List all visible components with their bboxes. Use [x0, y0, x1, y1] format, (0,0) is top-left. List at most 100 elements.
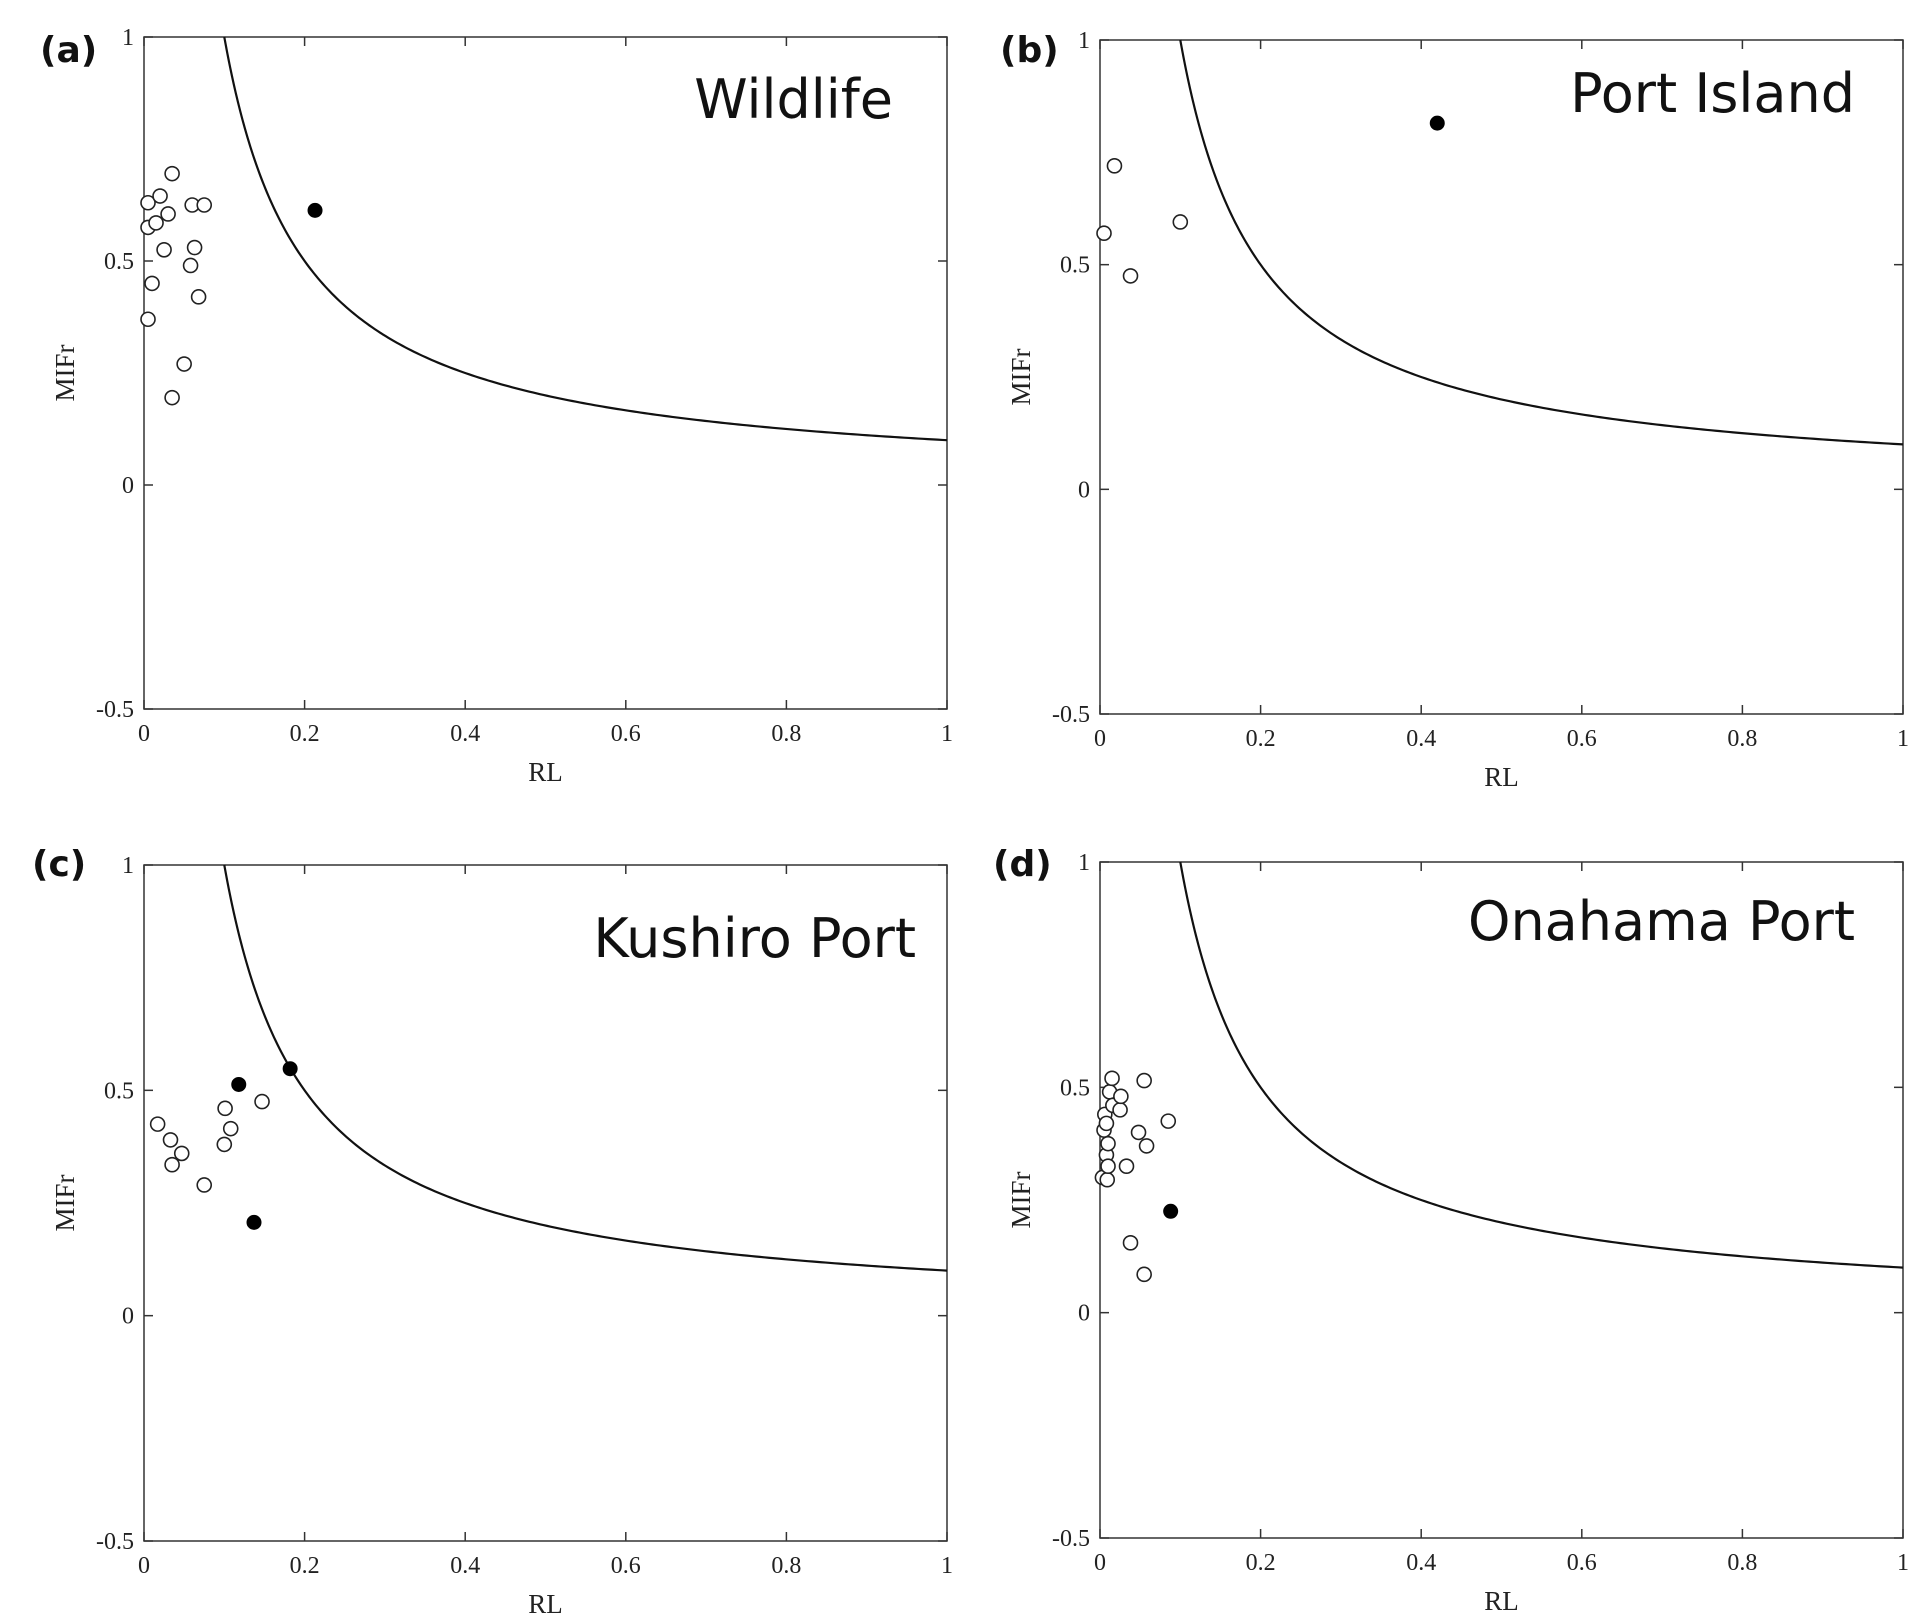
y-tick-label: 0 — [1078, 1301, 1090, 1327]
data-point-open — [1098, 1115, 1115, 1132]
data-point-open — [1112, 1102, 1128, 1118]
data-point-open — [164, 1156, 180, 1173]
plot-frame — [1099, 861, 1904, 1539]
x-tick-label: 0.6 — [1567, 1550, 1597, 1576]
plot-frame — [143, 864, 948, 1542]
data-point-filled — [282, 1061, 298, 1077]
plot-frame — [1099, 39, 1904, 715]
data-point-open — [1106, 158, 1123, 174]
x-tick-label: 0.2 — [290, 721, 320, 747]
data-point-filled — [231, 1076, 247, 1092]
x-tick-label: 0 — [1094, 1550, 1106, 1576]
threshold-curve — [1179, 861, 1904, 1269]
data-point-open — [217, 1100, 233, 1117]
y-axis-label: MIFr — [50, 1174, 80, 1231]
x-tick-label: 0 — [1094, 726, 1106, 752]
x-tick-label: 0.6 — [611, 1553, 641, 1579]
data-point-open — [149, 1116, 166, 1132]
data-point-open — [156, 242, 172, 258]
x-tick-label: 0.8 — [1727, 726, 1757, 752]
data-point-filled — [1163, 1203, 1179, 1219]
data-point-filled — [1429, 115, 1445, 131]
data-point-open — [1113, 1088, 1129, 1105]
data-point-open — [1118, 1158, 1135, 1174]
data-point-open — [173, 1145, 190, 1162]
data-point-open — [164, 389, 180, 406]
data-point-open — [1104, 1070, 1120, 1087]
x-tick-label: 0.8 — [771, 721, 801, 747]
x-tick-label: 0.2 — [1246, 1550, 1276, 1576]
data-point-filled — [246, 1214, 262, 1230]
data-point-open — [1100, 1135, 1116, 1152]
panel-letter: (a) — [40, 30, 97, 71]
y-tick-label: 0.5 — [104, 1078, 134, 1104]
y-tick-label: 0 — [122, 473, 134, 499]
data-point-open — [1136, 1266, 1152, 1283]
y-tick-label: -0.5 — [1052, 702, 1090, 728]
x-tick-label: 0.4 — [450, 1553, 480, 1579]
x-tick-label: 0.6 — [1567, 726, 1597, 752]
data-point-open — [160, 206, 176, 222]
y-tick-label: -0.5 — [96, 1529, 134, 1555]
y-tick-label: 0 — [122, 1304, 134, 1330]
data-point-open — [152, 188, 168, 204]
data-point-open — [222, 1120, 239, 1137]
threshold-curve — [223, 36, 948, 442]
y-axis-label: MIFr — [1006, 1171, 1036, 1228]
data-point-open — [1172, 214, 1189, 230]
x-tick-label: 1 — [941, 1553, 953, 1579]
panel-title: Wildlife — [694, 68, 893, 131]
x-tick-label: 0.2 — [290, 1553, 320, 1579]
data-point-open — [1096, 225, 1112, 242]
x-tick-label: 1 — [941, 721, 953, 747]
x-axis-label: RL — [528, 757, 563, 787]
panel-d: 0 0.2 0.4 0.6 0.8 1-0.500.51RLMIFr(d)Onahama … — [993, 844, 1909, 1616]
x-tick-label: 0.4 — [450, 721, 480, 747]
data-point-open — [1136, 1072, 1152, 1089]
x-tick-label: 0.4 — [1406, 726, 1436, 752]
y-tick-label: 0 — [1078, 477, 1090, 503]
plot-frame — [143, 36, 948, 710]
data-point-filled — [307, 202, 323, 218]
data-point-open — [196, 1177, 213, 1193]
data-point-open — [1122, 1235, 1139, 1251]
x-tick-label: 0.8 — [771, 1553, 801, 1579]
x-tick-label: 0 — [138, 721, 150, 747]
y-tick-label: -0.5 — [1052, 1526, 1090, 1552]
x-tick-label: 0.6 — [611, 721, 641, 747]
data-point-open — [140, 194, 156, 211]
data-point-open — [190, 289, 207, 305]
data-point-open — [182, 257, 199, 274]
y-tick-label: -0.5 — [96, 697, 134, 723]
y-tick-label: 0.5 — [1060, 1075, 1090, 1101]
y-axis-label: MIFr — [50, 344, 80, 401]
data-point-open — [1130, 1124, 1147, 1141]
data-point-open — [1138, 1138, 1155, 1154]
data-point-open — [254, 1093, 270, 1110]
data-point-open — [216, 1136, 233, 1153]
y-tick-label: 1 — [122, 25, 134, 51]
panel-title: Kushiro Port — [593, 907, 916, 970]
data-point-open — [164, 165, 180, 182]
x-axis-label: RL — [528, 1589, 563, 1619]
panel-letter: (c) — [32, 844, 86, 885]
panel-c: 0 0.2 0.4 0.6 0.8 1-0.500.51RLMIFr(c)Kushiro … — [32, 844, 953, 1619]
panel-letter: (b) — [1000, 30, 1059, 71]
y-tick-label: 0.5 — [1060, 253, 1090, 279]
y-tick-label: 1 — [1078, 850, 1090, 876]
data-point-open — [1100, 1158, 1116, 1174]
x-tick-label: 0 — [138, 1553, 150, 1579]
threshold-curve — [223, 864, 948, 1272]
data-point-open — [162, 1132, 179, 1148]
panel-title: Port Island — [1570, 62, 1855, 125]
panel-letter: (d) — [993, 844, 1052, 885]
data-point-open — [176, 356, 192, 372]
x-axis-label: RL — [1484, 762, 1519, 792]
y-axis-label: MIFr — [1006, 348, 1036, 405]
data-point-open — [144, 275, 160, 292]
data-point-open — [1099, 1171, 1116, 1188]
x-tick-label: 1 — [1897, 1550, 1909, 1576]
